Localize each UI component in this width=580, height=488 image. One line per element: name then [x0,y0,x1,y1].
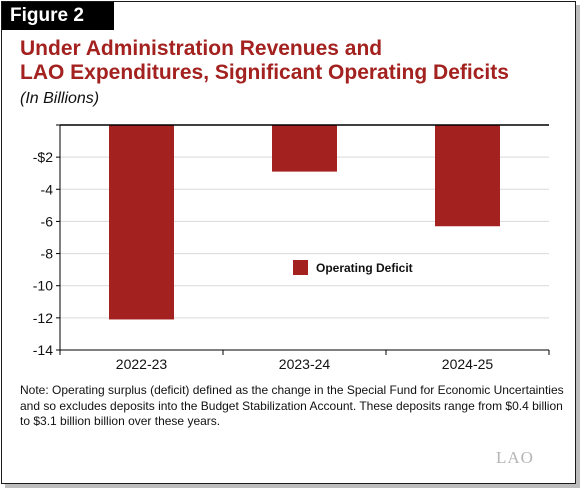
legend-swatch [293,260,308,275]
bar-chart: -$2 -4 -6 -8 -10 -12 -14 2022-23 2023-24 2024-25 O… [33,124,550,372]
chart-title: Under Administration Revenues and LAO Ex… [20,37,560,85]
y-tick-label: -12 [33,310,53,326]
chart-title-line-2: LAO Expenditures, Significant Operating … [20,61,509,84]
bar-2022-23 [109,125,174,320]
y-tick-label: -4 [41,181,54,197]
y-tick-label: -$2 [33,149,53,165]
y-tick-label: -10 [33,278,53,294]
bar-2024-25 [435,125,500,227]
chart-subtitle: (In Billions) [20,90,100,107]
figure-label: Figure 2 [2,2,114,30]
y-tick-label: -6 [41,213,54,229]
x-tick-label: 2023-24 [279,356,331,372]
x-tick-label: 2024-25 [442,356,494,372]
y-tick-label: -14 [33,342,53,358]
chart-title-line-1: Under Administration Revenues and [20,37,383,60]
lao-logo: LAO [496,448,534,467]
legend-label: Operating Deficit [316,261,413,275]
y-tick-label: -8 [41,246,54,262]
bar-2023-24 [272,125,337,172]
x-tick-label: 2022-23 [116,356,168,372]
chart-note: Note: Operating surplus (deficit) define… [20,383,564,428]
